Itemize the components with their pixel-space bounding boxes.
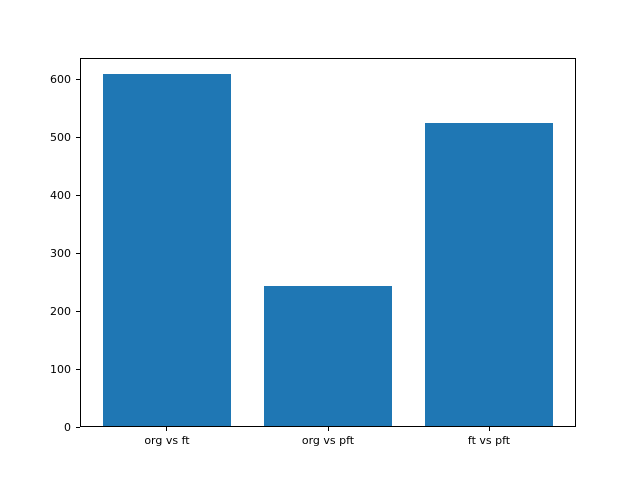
x-tick-label: org vs pft bbox=[301, 434, 355, 447]
y-tick-mark bbox=[76, 79, 80, 81]
plot-area bbox=[80, 58, 576, 427]
y-tick-label: 100 bbox=[50, 362, 71, 376]
y-tick-mark bbox=[76, 252, 80, 254]
y-tick-label: 400 bbox=[50, 189, 71, 203]
y-tick-label: 600 bbox=[50, 73, 71, 87]
y-tick-mark bbox=[76, 195, 80, 197]
y-tick-label: 300 bbox=[50, 246, 71, 260]
y-tick-mark bbox=[76, 137, 80, 139]
bar-org-vs-ft bbox=[102, 73, 232, 427]
x-tick-mark bbox=[327, 427, 329, 431]
y-tick-mark bbox=[76, 310, 80, 312]
y-tick-label: 500 bbox=[50, 131, 71, 145]
bar-org-vs-pft bbox=[263, 286, 393, 427]
x-tick-mark bbox=[166, 427, 168, 431]
y-tick-label: 0 bbox=[64, 420, 71, 434]
x-tick-label: org vs ft bbox=[144, 434, 190, 447]
x-tick-mark bbox=[488, 427, 490, 431]
y-tick-mark bbox=[76, 368, 80, 370]
y-tick-mark bbox=[76, 426, 80, 428]
bar-ft-vs-pft bbox=[424, 123, 554, 427]
y-tick-label: 200 bbox=[50, 304, 71, 318]
x-tick-label: ft vs pft bbox=[467, 434, 511, 447]
